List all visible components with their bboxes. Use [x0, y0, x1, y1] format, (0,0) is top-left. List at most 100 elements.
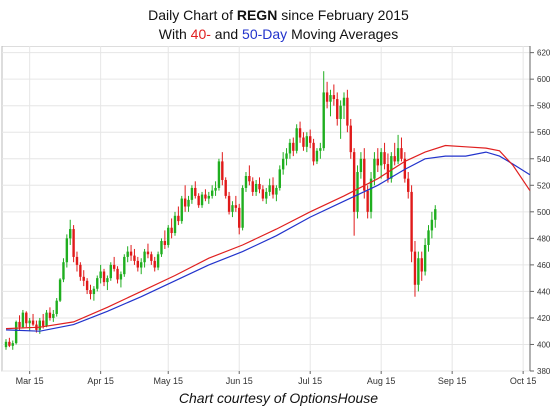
- candle-body: [82, 276, 85, 281]
- candle-body: [288, 142, 292, 154]
- candle-body: [214, 187, 217, 191]
- candle-body: [41, 320, 45, 326]
- candle-body: [183, 198, 187, 207]
- candle-body: [386, 164, 390, 179]
- candle-body: [265, 191, 268, 199]
- candle-body: [69, 229, 72, 239]
- candle-body: [430, 219, 434, 231]
- candle-body: [312, 142, 315, 162]
- title-line-1: Daily Chart of REGN since February 2015: [0, 6, 557, 25]
- candle-body: [204, 194, 207, 199]
- candle-body: [285, 153, 288, 159]
- candle-body: [170, 227, 173, 234]
- subtitle-prefix: With: [158, 26, 191, 42]
- x-tick-label: Mar 15: [16, 376, 44, 386]
- candle-body: [373, 158, 376, 179]
- candle-body: [123, 256, 126, 275]
- candle-body: [153, 260, 156, 268]
- ticker-symbol: REGN: [236, 7, 278, 23]
- subtitle-mid: and: [210, 26, 243, 42]
- candle-body: [231, 205, 234, 212]
- candle-body: [25, 312, 28, 324]
- candle-body: [190, 187, 194, 200]
- candle-body: [207, 195, 210, 199]
- y-tick-label: 600: [537, 75, 551, 84]
- y-tick-label: 540: [537, 155, 551, 164]
- y-tick-label: 500: [537, 208, 551, 217]
- candle-body: [28, 320, 31, 324]
- candle-body: [244, 176, 248, 188]
- candle-body: [75, 256, 79, 265]
- candle-body: [339, 105, 342, 119]
- candle-body: [390, 156, 393, 179]
- candle-body: [336, 99, 339, 119]
- candle-body: [417, 258, 420, 285]
- chart-title: Daily Chart of REGN since February 2015 …: [0, 6, 557, 44]
- candle-body: [325, 92, 329, 102]
- candle-body: [14, 321, 18, 344]
- candle-body: [366, 190, 369, 212]
- candle-body: [11, 343, 14, 346]
- y-tick-label: 620: [537, 49, 551, 58]
- candle-body: [62, 262, 65, 280]
- candle-body: [48, 312, 52, 318]
- candle-body: [187, 199, 190, 207]
- ma50-label: 50-Day: [242, 26, 288, 42]
- candle-body: [177, 215, 180, 222]
- title-prefix: Daily Chart of: [148, 7, 237, 23]
- candle-body: [129, 251, 133, 256]
- x-tick-label: May 15: [153, 376, 183, 386]
- candle-body: [410, 191, 413, 252]
- candle-body: [329, 95, 332, 102]
- candle-body: [302, 137, 305, 147]
- candle-body: [346, 97, 349, 126]
- candle-body: [197, 195, 200, 206]
- candle-body: [352, 152, 356, 212]
- y-tick-label: 420: [537, 314, 551, 323]
- title-suffix: since February 2015: [277, 7, 409, 23]
- chart-credit: Chart courtesy of OptionsHouse: [178, 390, 379, 406]
- x-tick-label: Aug 15: [367, 376, 396, 386]
- candle-body: [136, 260, 140, 268]
- candle-body: [427, 230, 430, 245]
- candle-body: [227, 195, 231, 212]
- candle-body: [180, 198, 183, 222]
- candle-body: [119, 274, 123, 280]
- candle-body: [194, 187, 197, 196]
- ma50-line: [5, 151, 531, 332]
- candle-body: [58, 279, 62, 301]
- candle-body: [92, 288, 96, 295]
- candle-body: [379, 152, 383, 166]
- candle-body: [65, 238, 69, 263]
- candle-body: [369, 178, 373, 212]
- candle-body: [167, 227, 170, 245]
- y-tick-label: 560: [537, 128, 551, 137]
- candle-body: [89, 290, 92, 295]
- candle-body: [258, 183, 261, 190]
- candle-body: [261, 189, 265, 199]
- candle-body: [413, 251, 417, 285]
- candle-body: [109, 264, 112, 279]
- y-tick-label: 580: [537, 102, 551, 111]
- candle-body: [423, 244, 427, 272]
- candle-body: [18, 321, 21, 328]
- candle-body: [275, 187, 278, 195]
- candle-body: [146, 251, 150, 255]
- y-tick-label: 440: [537, 287, 551, 296]
- y-tick-label: 380: [537, 367, 551, 376]
- candle-body: [106, 278, 109, 283]
- candle-body: [221, 161, 224, 180]
- candle-body: [126, 251, 129, 257]
- candle-body: [319, 148, 322, 151]
- candle-body: [407, 178, 410, 192]
- candle-body: [271, 185, 275, 195]
- candle-body: [251, 181, 254, 192]
- candle-body: [140, 262, 143, 268]
- ma40-line: [5, 144, 531, 330]
- plot-area: [1, 46, 531, 372]
- candle-body: [396, 148, 400, 162]
- candle-body: [112, 264, 116, 269]
- candle-body: [102, 271, 106, 283]
- candle-body: [322, 92, 325, 149]
- candle-body: [309, 136, 312, 143]
